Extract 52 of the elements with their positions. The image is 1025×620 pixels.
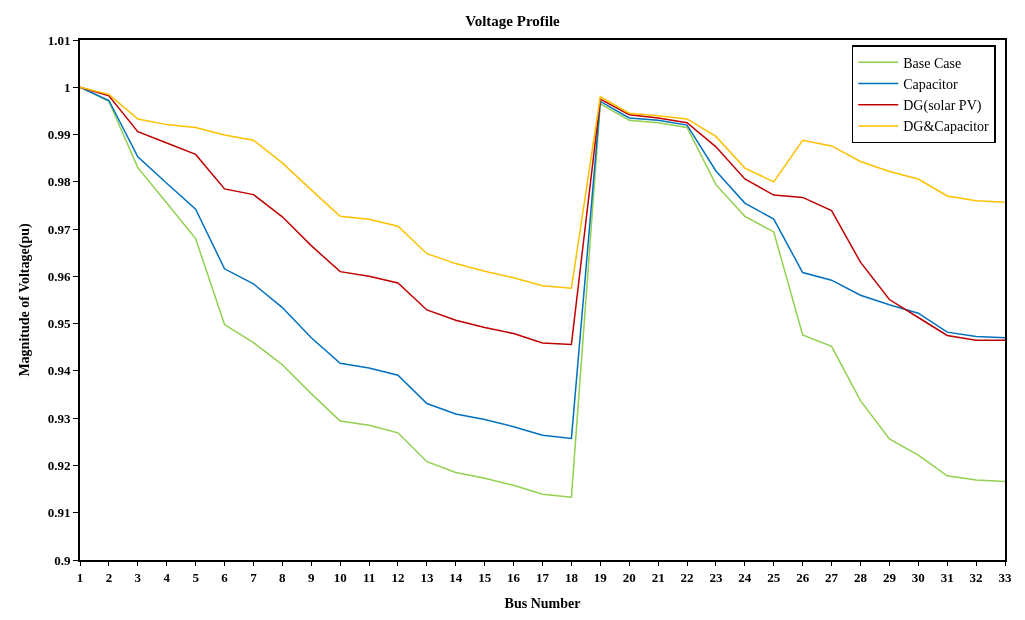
x-tick-label: 9: [308, 569, 315, 585]
x-tick-label: 26: [796, 569, 810, 585]
x-tick-label: 33: [998, 569, 1012, 585]
x-tick-label: 19: [593, 569, 608, 585]
y-tick-label: 1: [63, 79, 71, 95]
y-tick-label: 0.9: [54, 552, 71, 568]
x-tick-label: 2: [105, 569, 113, 585]
x-tick-label: 7: [250, 569, 258, 585]
y-tick-label: 0.94: [47, 363, 71, 379]
x-tick-label: 22: [680, 569, 694, 585]
y-tick-label: 1.01: [47, 32, 71, 48]
x-tick-label: 20: [622, 569, 636, 585]
legend-label: Base Case: [903, 55, 962, 71]
y-axis-title: Magnitude of Voltage(pu): [16, 223, 33, 377]
y-tick-label: 0.96: [47, 268, 71, 284]
x-tick-label: 3: [134, 569, 142, 585]
x-axis-title: Bus Number: [504, 596, 581, 612]
x-tick-label: 5: [192, 569, 200, 585]
y-tick-label: 0.91: [47, 505, 71, 521]
x-tick-label: 12: [391, 569, 405, 585]
x-tick-label: 15: [478, 569, 492, 585]
x-tick-label: 11: [362, 569, 376, 585]
x-tick-label: 1: [76, 569, 84, 585]
x-tick-label: 29: [882, 569, 897, 585]
x-tick-label: 24: [738, 569, 752, 585]
y-tick-label: 0.98: [47, 174, 71, 190]
x-tick-label: 6: [221, 569, 229, 585]
x-tick-label: 32: [969, 569, 983, 585]
y-tick-label: 0.97: [47, 221, 71, 237]
x-tick-label: 10: [333, 569, 347, 585]
x-tick-label: 13: [420, 569, 434, 585]
x-tick-label: 21: [651, 569, 665, 585]
x-tick-label: 17: [536, 569, 550, 585]
y-tick-label: 0.93: [47, 410, 71, 426]
legend-label: DG&Capacitor: [903, 119, 990, 135]
legend-label: Capacitor: [903, 76, 959, 92]
x-tick-label: 4: [163, 569, 171, 585]
x-tick-label: 18: [564, 569, 579, 585]
x-tick-label: 27: [825, 569, 839, 585]
legend-label: DG(solar PV): [903, 98, 982, 115]
x-tick-label: 28: [853, 569, 868, 585]
x-tick-label: 30: [911, 569, 925, 585]
x-tick-label: 14: [449, 569, 463, 585]
x-tick-label: 8: [279, 569, 287, 585]
x-tick-label: 23: [709, 569, 723, 585]
y-tick-label: 0.99: [47, 127, 71, 143]
x-tick-label: 25: [767, 569, 781, 585]
y-tick-label: 0.92: [47, 458, 71, 473]
x-tick-label: 31: [940, 569, 954, 585]
x-tick-label: 16: [507, 569, 521, 585]
chart-title: Voltage Profile: [465, 13, 561, 29]
y-tick-label: 0.95: [47, 316, 71, 332]
